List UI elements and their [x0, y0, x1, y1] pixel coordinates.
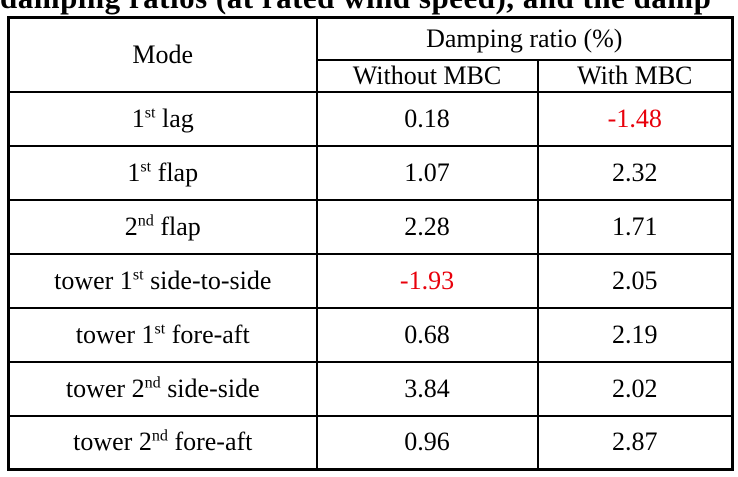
- header-row-2: Without MBC With MBC: [9, 58, 734, 93]
- mode-superscript: st: [140, 157, 152, 175]
- mode-text: tower 1: [75, 319, 155, 349]
- without-mbc-value: 1.07: [315, 144, 539, 201]
- mode-cell: tower 2nd side-side: [7, 360, 318, 417]
- mode-text: 1: [127, 157, 141, 187]
- mode-superscript: st: [132, 265, 144, 283]
- mode-text: 2: [124, 211, 138, 241]
- without-mbc-value: 0.18: [315, 90, 539, 147]
- with-mbc-value: 1.71: [536, 198, 734, 255]
- with-mbc-header: With MBC: [536, 58, 734, 93]
- without-mbc-value: 3.84: [315, 360, 539, 417]
- mode-cell: 1st lag: [7, 90, 318, 147]
- mode-header: Mode: [7, 16, 318, 93]
- table-row: 2nd flap 2.28 1.71: [7, 198, 734, 255]
- without-mbc-value: 2.28: [315, 198, 539, 255]
- without-mbc-value: -1.93: [315, 252, 539, 309]
- table-row: tower 1st fore-aft 0.68 2.19: [7, 306, 734, 363]
- mode-cell: tower 1st side-to-side: [7, 252, 318, 309]
- table-row: tower 2nd fore-aft 0.96 2.87: [7, 414, 734, 471]
- mode-text: lag: [155, 103, 194, 133]
- damping-ratio-header: Damping ratio (%): [315, 16, 734, 61]
- mode-cell: 1st flap: [7, 144, 318, 201]
- table-row: 1st flap 1.07 2.32: [7, 144, 734, 201]
- mode-cell: tower 1st fore-aft: [7, 306, 318, 363]
- mode-text: tower 1: [54, 265, 133, 295]
- mode-text: flap: [153, 211, 201, 241]
- mode-cell: tower 2nd fore-aft: [7, 414, 318, 471]
- table-row: 1st lag 0.18 -1.48: [7, 90, 734, 147]
- with-mbc-value: 2.87: [536, 414, 734, 471]
- header-row-1: Mode Damping ratio (%): [7, 16, 734, 93]
- mode-text: flap: [151, 157, 199, 187]
- mode-superscript: nd: [137, 211, 154, 229]
- damping-ratio-table: Mode Damping ratio (%) Without MBC With …: [7, 16, 735, 471]
- table-row: tower 2nd side-side 3.84 2.02: [7, 360, 734, 417]
- mode-superscript: st: [144, 103, 156, 121]
- mode-cell: 2nd flap: [7, 198, 318, 255]
- mode-text: tower 2: [65, 373, 145, 403]
- cropped-caption-text: damping ratios (at rated wind speed), an…: [0, 0, 738, 13]
- without-mbc-value: 0.96: [315, 414, 539, 471]
- mode-superscript: st: [154, 319, 166, 337]
- mode-text: tower 2: [73, 427, 152, 457]
- without-mbc-header: Without MBC: [315, 58, 539, 93]
- mode-text: side-side: [160, 373, 260, 403]
- mode-text: fore-aft: [167, 427, 253, 457]
- with-mbc-value: -1.48: [536, 90, 734, 147]
- mode-text: 1: [131, 103, 145, 133]
- with-mbc-value: 2.02: [536, 360, 734, 417]
- mode-superscript: nd: [144, 373, 161, 391]
- with-mbc-value: 2.19: [536, 306, 734, 363]
- mode-superscript: nd: [151, 427, 168, 445]
- cropped-caption: damping ratios (at rated wind speed), an…: [0, 0, 738, 15]
- mode-text: fore-aft: [165, 319, 250, 349]
- with-mbc-value: 2.32: [536, 144, 734, 201]
- without-mbc-value: 0.68: [315, 306, 539, 363]
- mode-text: side-to-side: [143, 265, 272, 295]
- with-mbc-value: 2.05: [536, 252, 734, 309]
- table-row: tower 1st side-to-side -1.93 2.05: [7, 252, 734, 309]
